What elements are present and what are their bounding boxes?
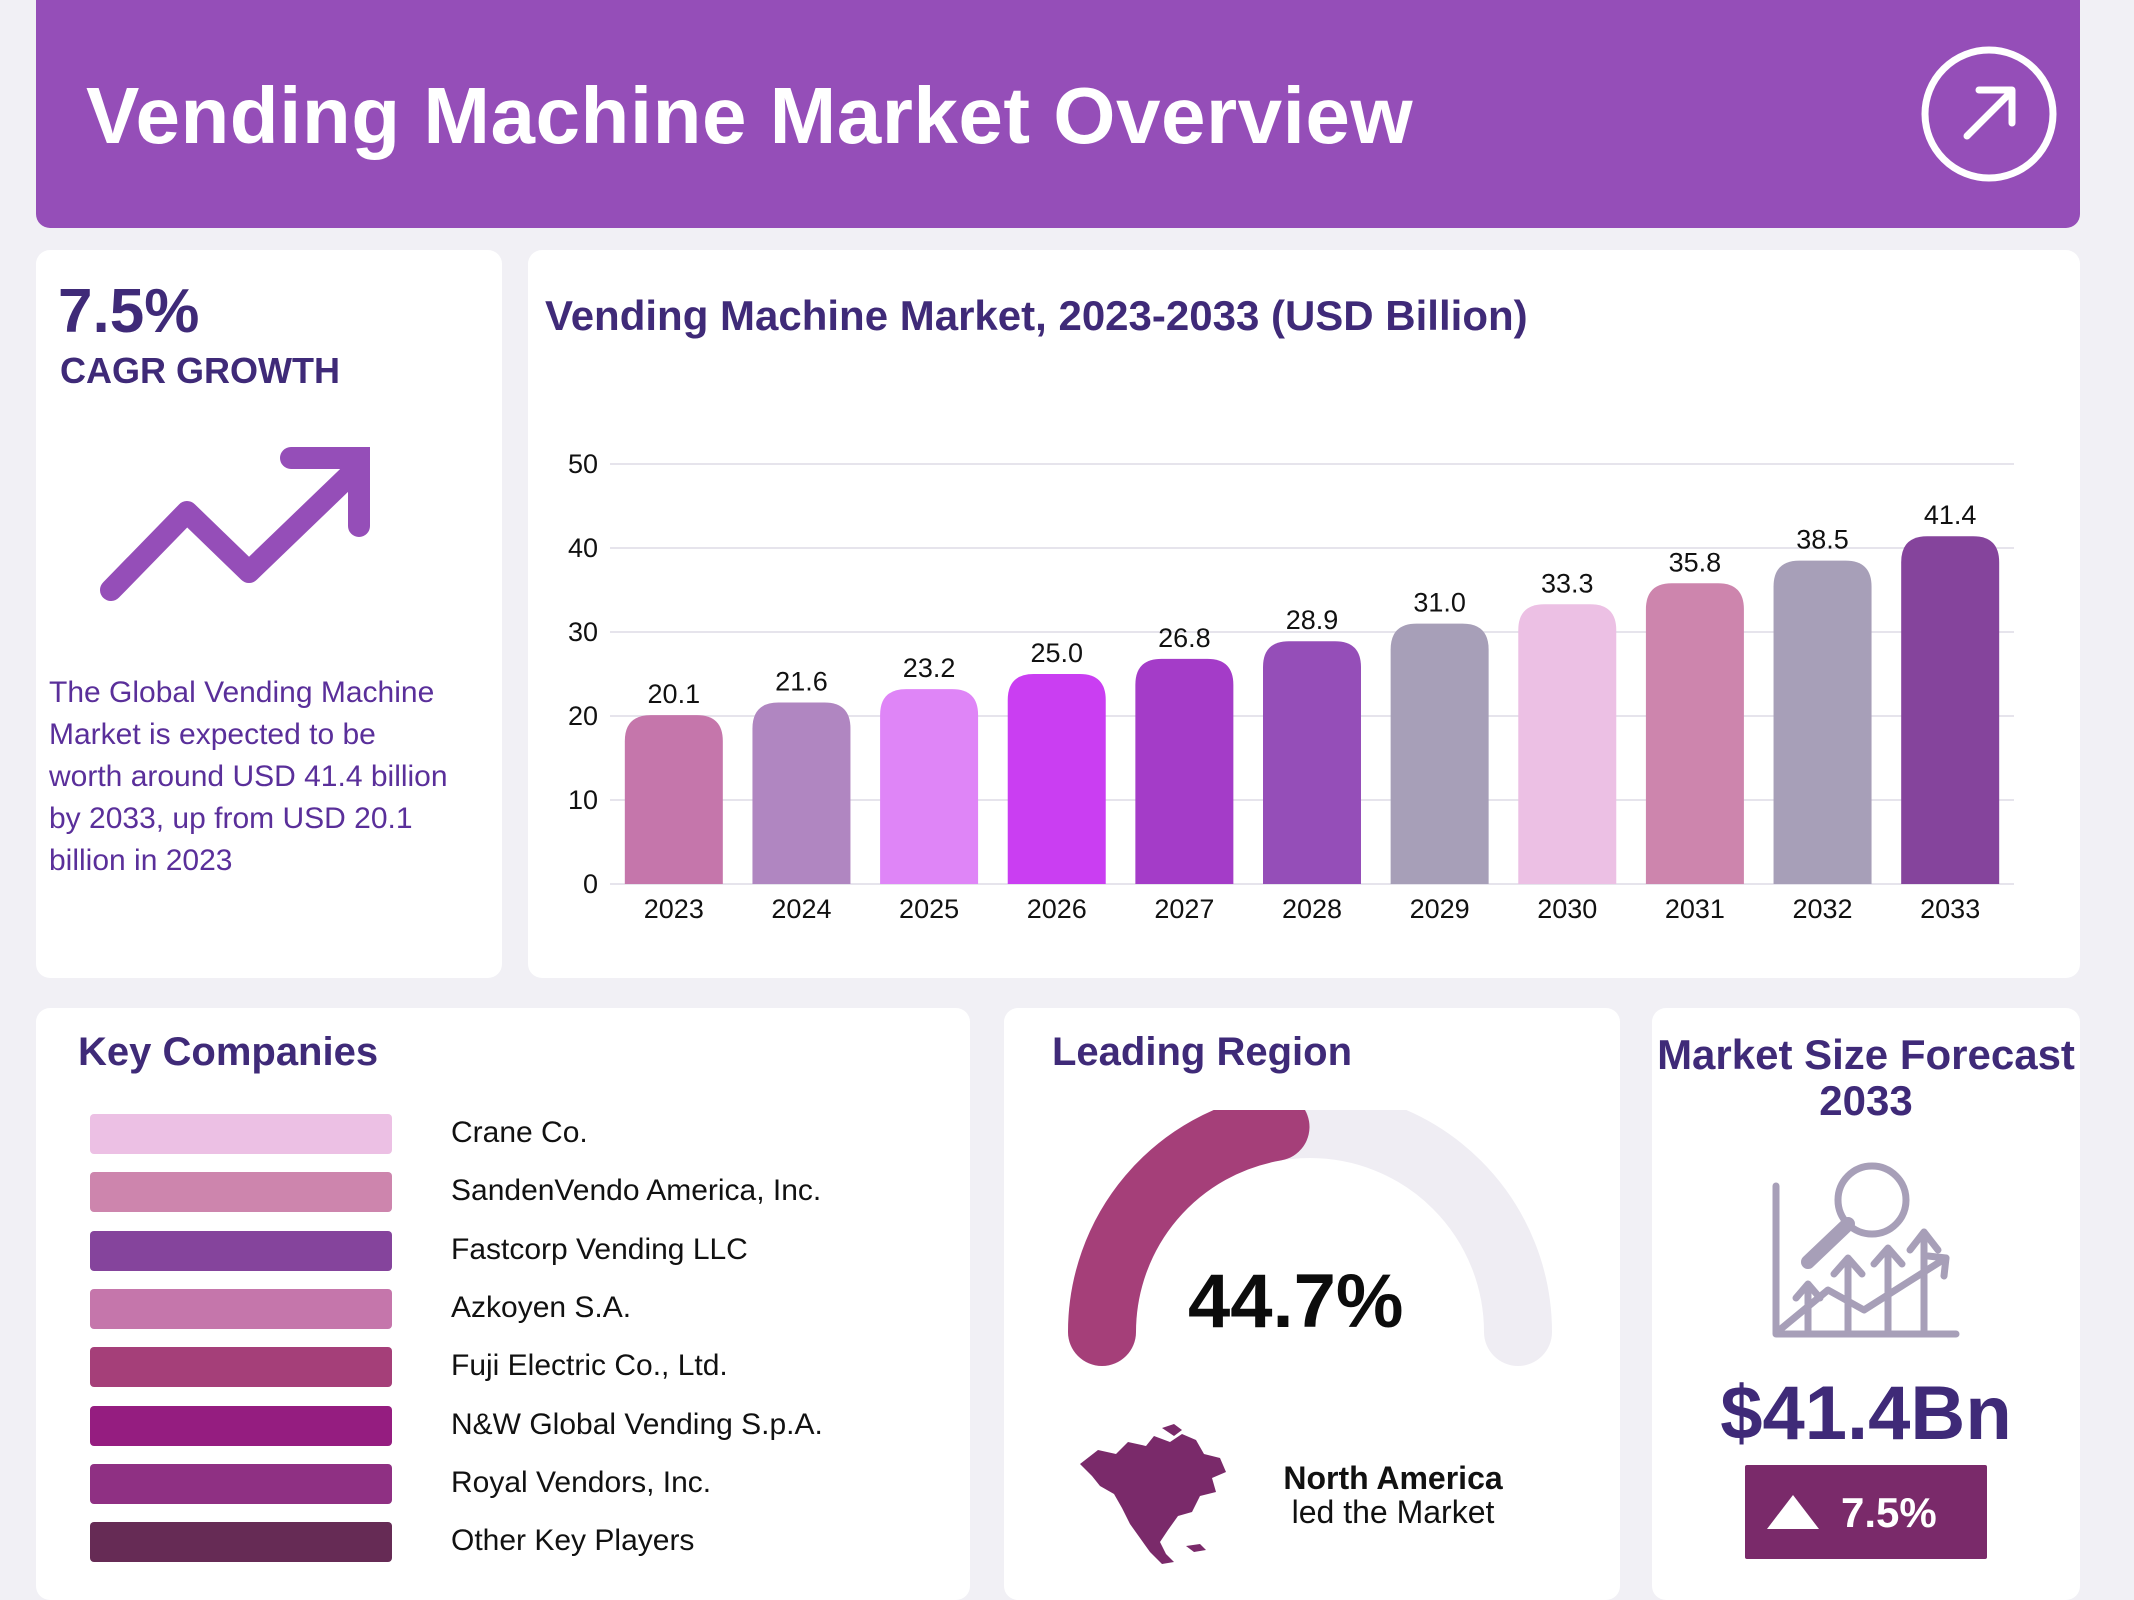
company-name: Azkoyen S.A. — [451, 1291, 632, 1324]
company-color-swatch — [90, 1522, 392, 1562]
north-america-map-icon — [1080, 1424, 1226, 1564]
bar-2033 — [1901, 536, 2000, 884]
x-tick-label: 2031 — [1665, 894, 1725, 924]
company-name: Other Key Players — [451, 1524, 695, 1557]
bar-value-label: 20.1 — [648, 679, 701, 709]
cagr-card — [36, 250, 502, 978]
region-note: led the Market — [1291, 1494, 1495, 1530]
forecast-value: $41.4Bn — [1720, 1371, 2012, 1456]
bar-2029 — [1390, 623, 1489, 884]
bar-value-label: 41.4 — [1924, 500, 1977, 530]
header-banner: Vending Machine Market Overview — [36, 0, 2080, 228]
forecast-title: Market Size Forecast 2033 — [1657, 1031, 2075, 1124]
bar-value-label: 35.8 — [1669, 547, 1722, 577]
cagr-label: CAGR GROWTH — [60, 350, 340, 391]
bar-2024 — [752, 702, 851, 884]
company-color-swatch — [90, 1464, 392, 1504]
key-companies-title: Key Companies — [78, 1030, 379, 1074]
company-row: Crane Co. — [90, 1114, 950, 1154]
growth-badge-value: 7.5% — [1841, 1489, 1937, 1536]
x-tick-label: 2032 — [1793, 894, 1853, 924]
chart-title: Vending Machine Market, 2023-2033 (USD B… — [545, 292, 1528, 339]
arrow-up-right-circle-icon[interactable] — [1919, 44, 2059, 184]
cagr-value: 7.5% — [58, 277, 200, 346]
bar-2031 — [1645, 583, 1744, 884]
region-name: North America — [1283, 1460, 1503, 1496]
y-tick-label: 40 — [568, 533, 598, 563]
company-color-swatch — [90, 1114, 392, 1154]
company-name: Fastcorp Vending LLC — [451, 1233, 748, 1266]
bar-value-label: 26.8 — [1158, 623, 1211, 653]
x-tick-label: 2026 — [1027, 894, 1087, 924]
leading-region-title: Leading Region — [1052, 1030, 1352, 1074]
company-row: SandenVendo America, Inc. — [90, 1172, 950, 1212]
company-name: Royal Vendors, Inc. — [451, 1466, 712, 1499]
bar-value-label: 28.9 — [1286, 605, 1339, 635]
bar-value-label: 23.2 — [903, 653, 956, 683]
bar-2026 — [1007, 674, 1106, 884]
y-tick-label: 10 — [568, 785, 598, 815]
y-tick-label: 30 — [568, 617, 598, 647]
bar-value-label: 21.6 — [775, 667, 828, 697]
y-tick-label: 50 — [568, 449, 598, 479]
bar-2030 — [1518, 604, 1617, 884]
bar-2028 — [1263, 641, 1361, 884]
region-share-value: 44.7% — [1188, 1259, 1404, 1344]
region-share-gauge — [1068, 1110, 1552, 1366]
page-title: Vending Machine Market Overview — [86, 71, 1414, 160]
gauge-fill — [1068, 1110, 1310, 1366]
bar-2032 — [1773, 560, 1872, 884]
bar-value-label: 33.3 — [1541, 568, 1594, 598]
y-tick-label: 20 — [568, 701, 598, 731]
company-row: Fuji Electric Co., Ltd. — [90, 1347, 950, 1387]
company-color-swatch — [90, 1406, 392, 1446]
x-tick-label: 2030 — [1537, 894, 1597, 924]
x-tick-label: 2025 — [899, 894, 959, 924]
triangle-up-icon — [1767, 1495, 1819, 1529]
company-row: Fastcorp Vending LLC — [90, 1231, 950, 1271]
y-tick-label: 0 — [583, 869, 598, 899]
bar-2025 — [880, 689, 979, 884]
bar-value-label: 31.0 — [1413, 588, 1466, 618]
company-row: N&W Global Vending S.p.A. — [90, 1406, 950, 1446]
company-color-swatch — [90, 1347, 392, 1387]
company-color-swatch — [90, 1172, 392, 1212]
growth-chart-magnifier-icon — [1772, 1162, 1960, 1338]
company-color-swatch — [90, 1289, 392, 1329]
trend-up-arrow-icon — [100, 447, 370, 601]
bar-chart: 0102030405020.1202321.6202423.2202525.02… — [568, 449, 2014, 924]
x-tick-label: 2033 — [1920, 894, 1980, 924]
company-row: Azkoyen S.A. — [90, 1289, 950, 1329]
company-row: Royal Vendors, Inc. — [90, 1464, 950, 1504]
growth-badge: 7.5% — [1745, 1465, 1987, 1559]
bar-value-label: 25.0 — [1030, 638, 1083, 668]
company-name: SandenVendo America, Inc. — [451, 1174, 822, 1207]
company-name: Fuji Electric Co., Ltd. — [451, 1349, 728, 1382]
bar-2027 — [1135, 658, 1234, 884]
cagr-description: The Global Vending Machine Market is exp… — [49, 676, 448, 877]
x-tick-label: 2027 — [1154, 894, 1214, 924]
company-name: Crane Co. — [451, 1116, 588, 1149]
x-tick-label: 2023 — [644, 894, 704, 924]
x-tick-label: 2029 — [1410, 894, 1470, 924]
company-row: Other Key Players — [90, 1522, 950, 1562]
x-tick-label: 2024 — [771, 894, 831, 924]
bar-2023 — [624, 715, 723, 884]
company-color-swatch — [90, 1231, 392, 1271]
company-name: N&W Global Vending S.p.A. — [451, 1408, 823, 1441]
bar-value-label: 38.5 — [1796, 525, 1849, 555]
x-tick-label: 2028 — [1282, 894, 1342, 924]
